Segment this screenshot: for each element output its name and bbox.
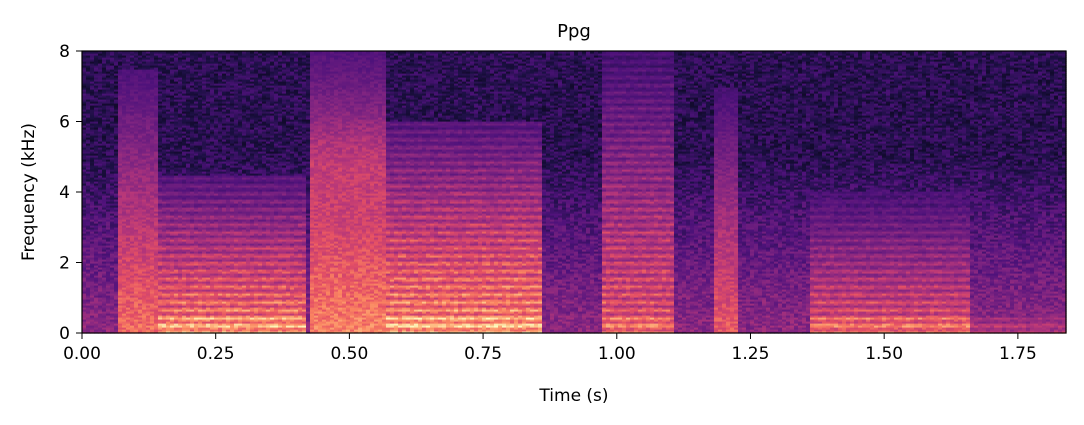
y-tick-label: 2: [59, 254, 70, 274]
x-axis-label: Time (s): [538, 386, 608, 406]
x-axis: 0.00 0.25 0.50 0.75 1.00 1.25 1.50 1.75: [63, 333, 1037, 364]
y-tick-label: 6: [59, 113, 70, 133]
spectrogram-image: [82, 51, 1067, 334]
y-axis: 0 2 4 6 8: [59, 42, 82, 344]
x-tick-label: 1.50: [865, 344, 903, 364]
x-tick-label: 0.50: [330, 344, 368, 364]
x-tick-label: 1.25: [732, 344, 770, 364]
x-tick-label: 1.00: [598, 344, 636, 364]
y-axis-label: Frequency (kHz): [19, 123, 39, 261]
y-tick-label: 4: [59, 183, 70, 203]
x-tick-label: 0.75: [464, 344, 502, 364]
y-tick-label: 0: [59, 324, 70, 344]
x-tick-label: 0.00: [63, 344, 101, 364]
chart-title: Ppg: [557, 21, 591, 42]
y-tick-label: 8: [59, 42, 70, 62]
x-tick-label: 0.25: [197, 344, 235, 364]
x-tick-label: 1.75: [999, 344, 1037, 364]
